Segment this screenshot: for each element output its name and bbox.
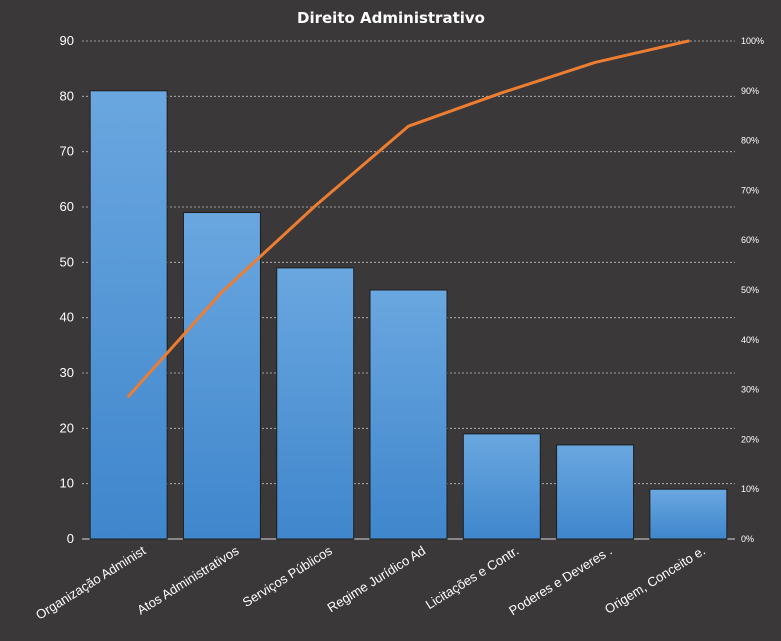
chart-title: Direito Administrativo [297, 9, 485, 27]
right-axis-tick-label: 60% [741, 235, 759, 245]
left-axis-tick-label: 0 [67, 531, 74, 546]
category-tick-label: Licitações e Contr. [423, 543, 522, 612]
left-axis-tick-label: 10 [60, 476, 74, 491]
right-axis-tick-label: 40% [741, 335, 759, 345]
right-axis-tick-label: 90% [741, 86, 759, 96]
bar [556, 444, 635, 540]
left-axis-tick-label: 90 [60, 33, 74, 48]
right-axis-tick-label: 30% [741, 385, 759, 395]
category-tick-label: Poderes e Deveres . [506, 543, 614, 619]
bar [649, 488, 728, 540]
left-axis-ticks: 0 10 20 30 40 50 60 70 80 90 [60, 33, 74, 546]
bars [89, 90, 728, 540]
left-axis-tick-label: 20 [60, 420, 74, 435]
right-axis-ticks: 0% 10% 20% 30% 40% 50% 60% 70% 80% 90% 100% [741, 36, 764, 544]
left-axis-tick-label: 40 [60, 310, 74, 325]
bar [182, 212, 261, 540]
left-axis-tick-label: 60 [60, 199, 74, 214]
bar [462, 433, 541, 540]
right-axis-tick-label: 20% [741, 434, 759, 444]
bar [276, 267, 355, 540]
right-axis-tick-label: 100% [741, 36, 764, 46]
right-axis-tick-label: 70% [741, 185, 759, 195]
bar [369, 289, 448, 540]
right-axis-tick-label: 0% [741, 534, 754, 544]
left-axis-tick-label: 50 [60, 254, 74, 269]
category-tick-label: Organização Administ [33, 543, 149, 623]
category-tick-label: Atos Administrativos [134, 543, 242, 618]
cumulative-line [127, 39, 690, 398]
left-axis-tick-label: 80 [60, 88, 74, 103]
category-tick-label: Regime Jurídico Ad [325, 543, 429, 615]
left-axis-tick-label: 30 [60, 365, 74, 380]
bar [89, 90, 168, 540]
right-axis-tick-label: 50% [741, 285, 759, 295]
right-axis-tick-label: 10% [741, 484, 759, 494]
right-axis-tick-label: 80% [741, 136, 759, 146]
category-tick-label: Origem, Conceito e. [602, 543, 708, 617]
left-axis-tick-label: 70 [60, 144, 74, 159]
category-tick-label: Serviços Públicos [240, 543, 335, 610]
